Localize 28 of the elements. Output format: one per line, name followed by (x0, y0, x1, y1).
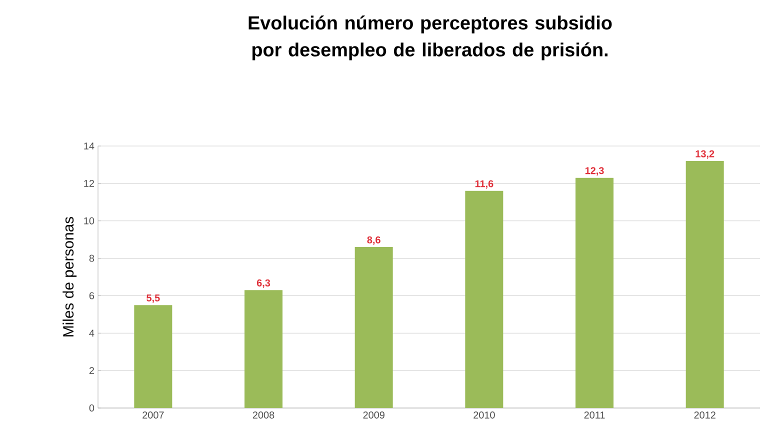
y-tick-label: 4 (89, 330, 94, 337)
x-tick-label: 2010 (474, 412, 495, 419)
x-tick-label: 2007 (142, 412, 164, 419)
data-label: 5,5 (146, 294, 160, 303)
data-label: 8,6 (367, 236, 380, 245)
y-tick-label: 8 (89, 254, 94, 262)
x-tick-label: 2012 (694, 412, 716, 419)
x-tick-label: 2009 (363, 412, 384, 419)
data-label: 6,3 (256, 279, 270, 288)
y-tick-label: 10 (84, 217, 94, 224)
y-tick-label: 12 (84, 180, 94, 187)
bar (576, 178, 614, 408)
y-tick-label: 14 (84, 142, 94, 150)
data-label: 12,3 (585, 167, 604, 176)
chart-title: Evolución número perceptores subsidio por desempleo de liberados de prisión. (248, 16, 612, 60)
bar (465, 190, 504, 408)
x-tick-label: 2008 (252, 412, 274, 419)
x-tick-label: 2011 (584, 412, 605, 419)
y-tick-label: 6 (89, 292, 94, 300)
bar (686, 160, 724, 408)
y-axis-title: Miles de personas (62, 216, 77, 336)
bar (354, 247, 393, 408)
bar (134, 305, 172, 408)
y-tick-label: 0 (89, 404, 94, 412)
y-tick-label: 2 (89, 367, 94, 374)
bar (244, 290, 283, 408)
data-label: 11,6 (475, 180, 494, 189)
data-label: 13,2 (696, 150, 714, 159)
